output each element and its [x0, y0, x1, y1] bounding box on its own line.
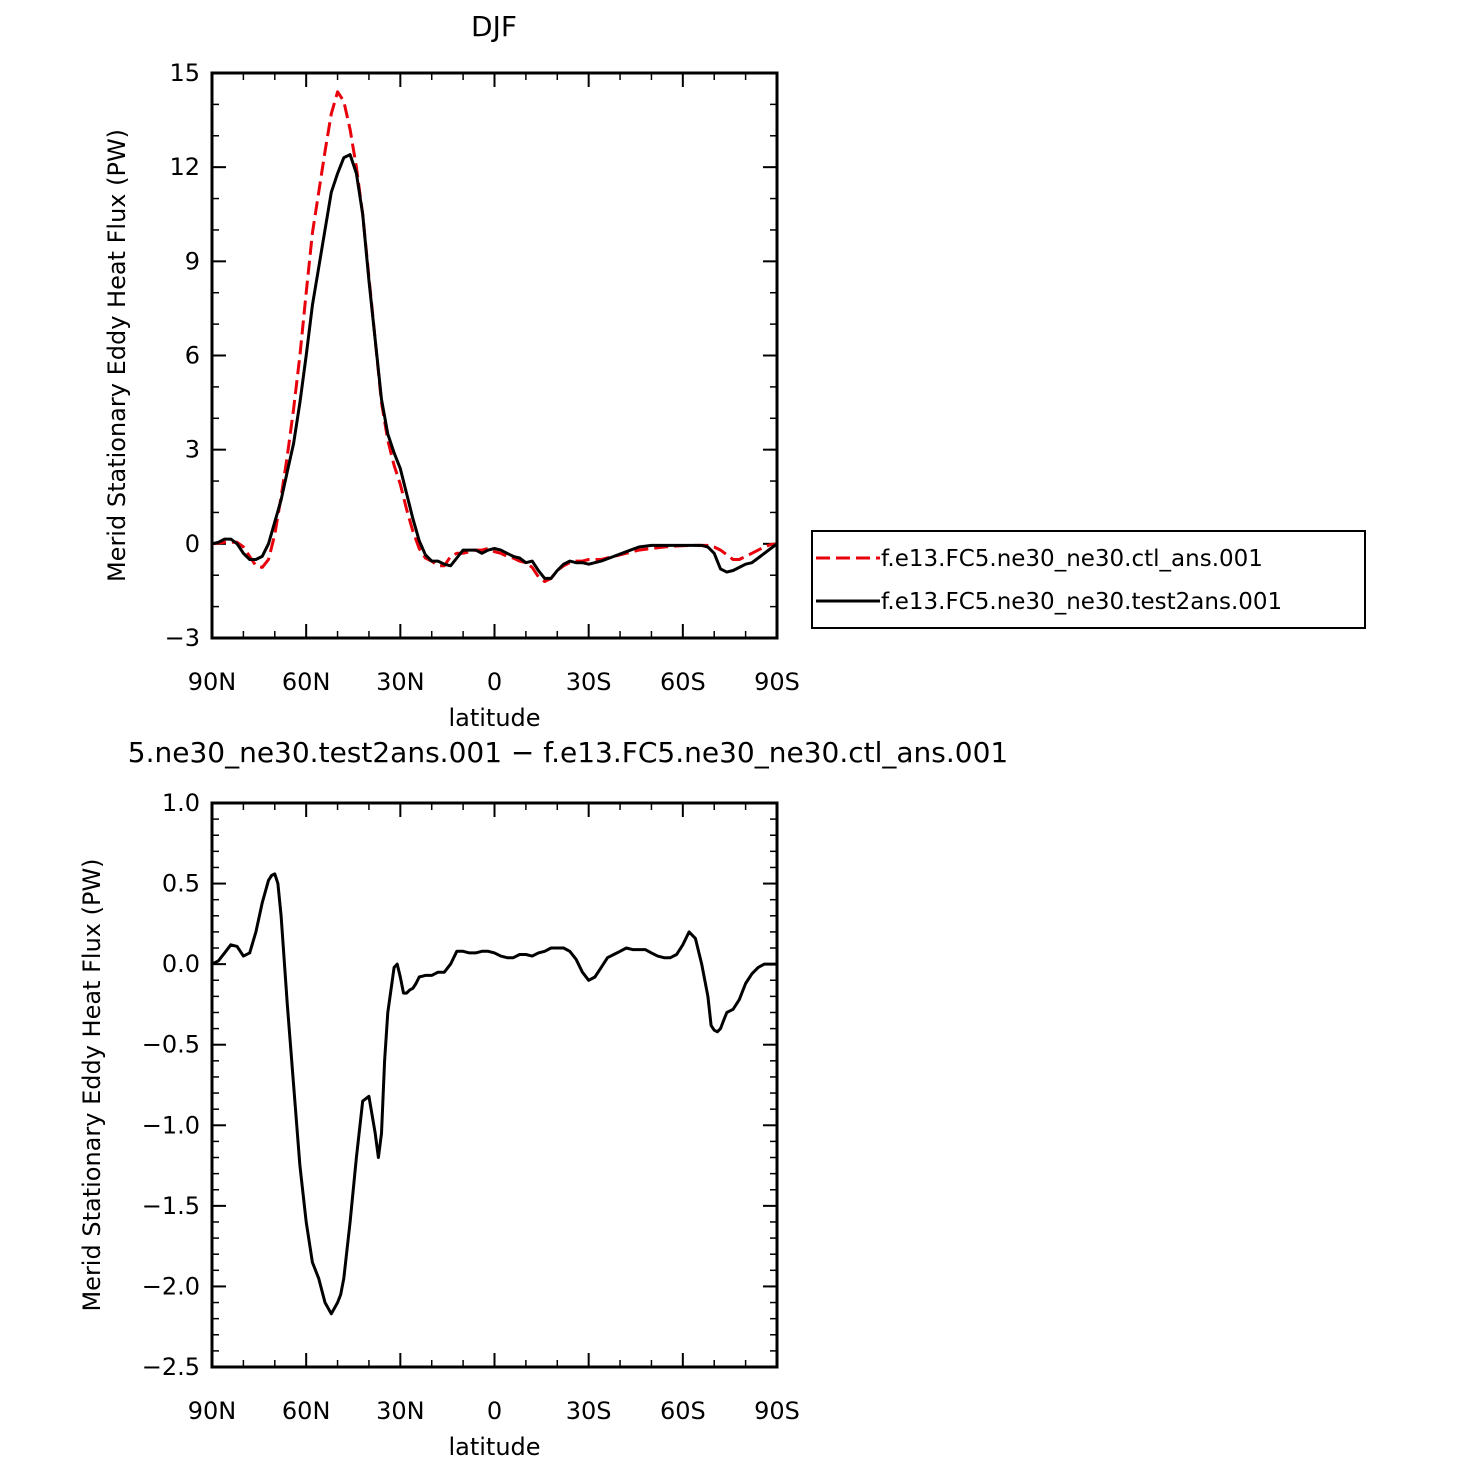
y-tick-label: 3	[185, 436, 200, 464]
top-panel-djf: DJF 90N 60N 30N 0 30S 60S 90S −3 0 3 6 9 12 15 latitude…	[103, 10, 1366, 732]
legend-label: f.e13.FC5.ne30_ne30.ctl_ans.001	[881, 546, 1263, 572]
y-tick-label: 0.0	[162, 950, 200, 978]
y-tick-label: −1.5	[142, 1192, 200, 1220]
legend: f.e13.FC5.ne30_ne30.ctl_ans.001 f.e13.FC5…	[811, 530, 1366, 629]
x-tick-label: 90N	[188, 1397, 237, 1425]
x-tick-label: 60S	[660, 1397, 706, 1425]
series-line-1	[211, 153, 778, 580]
y-tick-label: −0.5	[142, 1031, 200, 1059]
y-tick-label: 15	[169, 59, 200, 87]
bottom-panel-difference: 5.ne30_ne30.test2ans.001 − f.e13.FC5.ne3…	[78, 736, 1008, 1461]
x-tick-label: 60N	[282, 1397, 331, 1425]
x-tick-label: 0	[487, 1397, 502, 1425]
y-tick-label: −3	[165, 624, 200, 652]
y-axis-label: Merid Stationary Eddy Heat Flux (PW)	[103, 129, 131, 582]
x-tick-label: 30N	[376, 1397, 425, 1425]
y-tick-label: 0	[185, 530, 200, 558]
x-tick-label: 30S	[566, 1397, 612, 1425]
x-axis-label: latitude	[448, 1433, 540, 1461]
y-tick-label: −2.0	[142, 1272, 200, 1300]
x-tick-label: 60S	[660, 668, 706, 696]
series-line-0	[211, 90, 778, 583]
plot-frame	[210, 801, 779, 1369]
x-tick-label: 90N	[188, 668, 237, 696]
y-tick-label: −2.5	[142, 1353, 200, 1381]
y-tick-label: 0.5	[162, 870, 200, 898]
y-tick-label: −1.0	[142, 1111, 200, 1139]
plot-frame	[210, 71, 779, 640]
x-tick-label: 30S	[566, 668, 612, 696]
y-tick-label: 6	[185, 342, 200, 370]
x-tick-label: 0	[487, 668, 502, 696]
y-tick-label: 9	[185, 247, 200, 275]
y-axis-label: Merid Stationary Eddy Heat Flux (PW)	[78, 858, 106, 1311]
y-tick-label: 12	[169, 153, 200, 181]
y-tick-label: 1.0	[162, 789, 200, 817]
legend-label: f.e13.FC5.ne30_ne30.test2ans.001	[881, 589, 1282, 615]
legend-box	[811, 530, 1366, 629]
x-tick-label: 90S	[754, 1397, 800, 1425]
series-line-0	[211, 872, 777, 1316]
chart-title: DJF	[471, 10, 517, 43]
x-tick-label: 90S	[754, 668, 800, 696]
x-tick-label: 30N	[376, 668, 425, 696]
chart-title: 5.ne30_ne30.test2ans.001 − f.e13.FC5.ne3…	[128, 736, 1008, 769]
x-tick-label: 60N	[282, 668, 331, 696]
x-axis-label: latitude	[448, 704, 540, 732]
